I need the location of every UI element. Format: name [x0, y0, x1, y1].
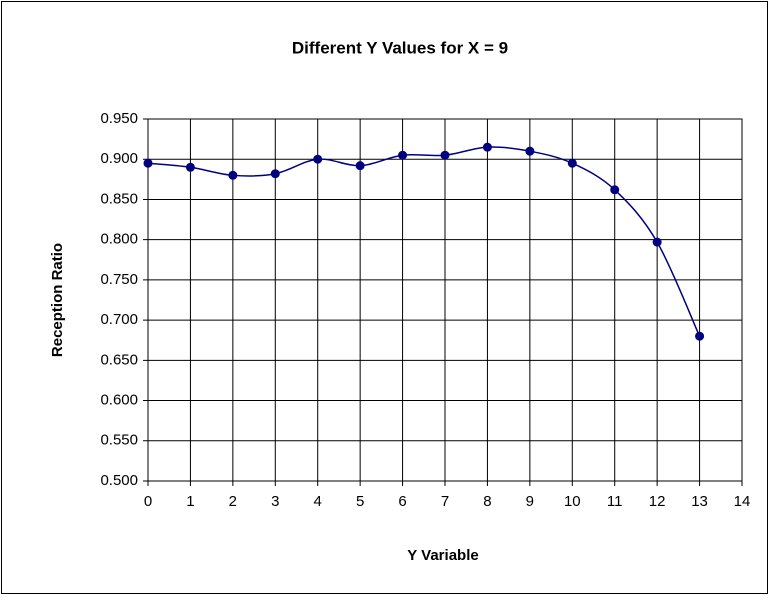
x-tick-label: 2: [229, 493, 237, 510]
data-point: [185, 162, 195, 172]
y-axis-label: Reception Ratio: [49, 243, 66, 357]
x-tick-label: 8: [483, 493, 491, 510]
x-tick-label: 3: [271, 493, 279, 510]
y-tick-label: 0.950: [100, 110, 138, 127]
data-point: [610, 185, 620, 195]
y-tick-label: 0.700: [100, 311, 138, 328]
x-tick-label: 13: [691, 493, 708, 510]
x-tick-label: 9: [526, 493, 534, 510]
x-tick-label: 4: [314, 493, 322, 510]
y-tick-label: 0.650: [100, 351, 138, 368]
y-tick-label: 0.750: [100, 271, 138, 288]
chart-title: Different Y Values for X = 9: [292, 38, 508, 57]
x-tick-label: 7: [441, 493, 449, 510]
x-tick-label: 0: [144, 493, 152, 510]
data-point: [525, 146, 535, 156]
x-tick-label: 14: [734, 493, 751, 510]
data-point: [482, 142, 492, 152]
x-tick-label: 5: [356, 493, 364, 510]
y-tick-label: 0.600: [100, 392, 138, 409]
data-point: [695, 331, 705, 341]
x-tick-label: 1: [186, 493, 194, 510]
y-tick-label: 0.550: [100, 432, 138, 449]
plot-border: [147, 118, 743, 482]
data-point: [313, 154, 323, 164]
y-tick-label: 0.800: [100, 231, 138, 248]
x-tick-label: 10: [564, 493, 581, 510]
x-tick-label: 12: [649, 493, 666, 510]
data-point: [270, 169, 280, 179]
y-tick-label: 0.500: [100, 472, 138, 489]
y-tick-label: 0.850: [100, 190, 138, 207]
y-tick-label: 0.900: [100, 150, 138, 167]
data-point: [440, 150, 450, 160]
x-tick-label: 11: [607, 493, 623, 510]
x-tick-label: 6: [398, 493, 406, 510]
data-point: [652, 237, 662, 247]
data-point: [355, 161, 365, 171]
x-axis-label: Y Variable: [407, 547, 478, 564]
data-point: [143, 158, 153, 168]
data-point: [398, 150, 408, 160]
data-point: [228, 170, 238, 180]
data-point: [567, 158, 577, 168]
